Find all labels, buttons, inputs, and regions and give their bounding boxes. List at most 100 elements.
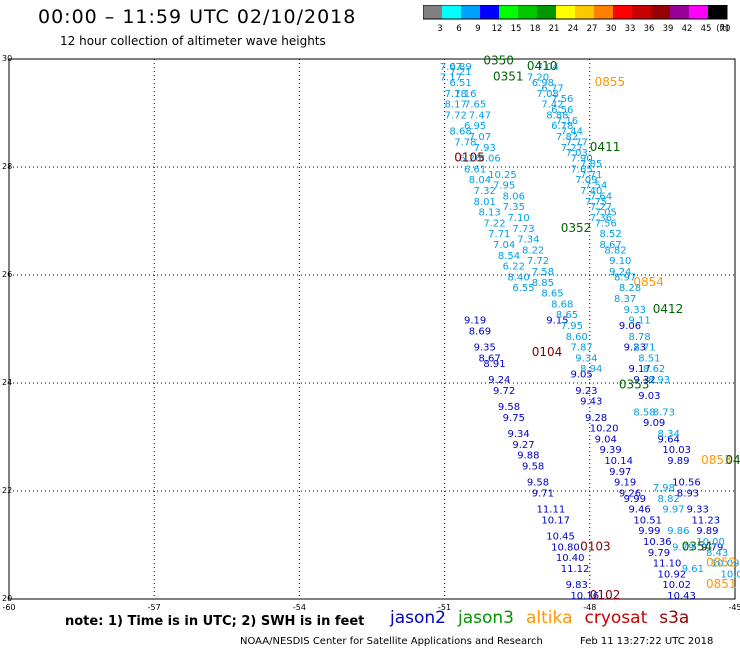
color-bar-label: 3 bbox=[437, 24, 442, 34]
jason2-wave-height: 9.28 bbox=[585, 413, 607, 424]
jason3-wave-height: 9.11 bbox=[629, 316, 651, 327]
jason3-wave-height: 8.65 bbox=[541, 289, 563, 300]
jason2-wave-height: 9.58 bbox=[527, 478, 549, 489]
jason3-wave-height: 6.77 bbox=[541, 83, 563, 94]
jason2-wave-height: 11.10 bbox=[653, 559, 682, 570]
jason2-wave-height: 9.04 bbox=[595, 434, 617, 445]
jason2-wave-height: 10.40 bbox=[556, 553, 585, 564]
jason3-wave-height: 9.24 bbox=[609, 267, 631, 278]
jason2-wave-height: 9.79 bbox=[701, 542, 723, 553]
jason2-wave-height: 11.12 bbox=[561, 564, 590, 575]
jason2-wave-height: 10.51 bbox=[633, 515, 662, 526]
jason2-wave-height: 9.19 bbox=[614, 478, 636, 489]
color-swatch-6 bbox=[537, 5, 556, 19]
jason3-wave-height: 6.78 bbox=[551, 121, 573, 132]
jason3-wave-height: 8.37 bbox=[614, 294, 636, 305]
legend-entry-jason3: jason3 bbox=[458, 608, 514, 628]
jason3-wave-height: 6.22 bbox=[503, 262, 525, 273]
jason3-wave-height: 8.62 bbox=[643, 364, 665, 375]
jason3-wave-height: 7.78 bbox=[454, 137, 476, 148]
jason3-wave-height: 9.34 bbox=[575, 353, 597, 364]
pass-time-label: 0352 bbox=[561, 221, 592, 235]
jason2-wave-height: 9.99 bbox=[624, 494, 646, 505]
wave-height-plot: -60 -57 -54 -51 -48 -452022242628309.198.699.… bbox=[2, 53, 740, 612]
color-bar-label: 9 bbox=[475, 24, 480, 34]
jason2-wave-height: 10.03 bbox=[662, 445, 691, 456]
footnote: note: 1) Time is in UTC; 2) SWH is in fe… bbox=[65, 614, 365, 629]
color-swatch-3 bbox=[480, 5, 499, 19]
color-bar-label: 15 bbox=[511, 24, 522, 34]
jason2-wave-height: 10.02 bbox=[662, 580, 691, 591]
jason2-wave-height: 11.11 bbox=[537, 505, 566, 516]
jason3-wave-height: 8.01 bbox=[474, 197, 496, 208]
color-swatch-0 bbox=[423, 5, 442, 19]
jason3-wave-height: 7.09 bbox=[575, 175, 597, 186]
color-swatch-10 bbox=[613, 5, 632, 19]
jason3-wave-height: 7.18 bbox=[445, 89, 467, 100]
jason3-wave-height: 7.93 bbox=[474, 143, 496, 154]
jason3-wave-height: 6.61 bbox=[464, 164, 486, 175]
jason3-wave-height: 8.85 bbox=[532, 278, 554, 289]
jason2-wave-height: 9.72 bbox=[493, 386, 515, 397]
jason2-wave-height: 9.88 bbox=[517, 451, 539, 462]
chart-title: 00:00 – 11:59 UTC 02/10/2018 bbox=[38, 6, 357, 28]
color-swatch-9 bbox=[594, 5, 613, 19]
jason2-wave-height: 9.15 bbox=[546, 316, 568, 327]
jason2-wave-height: 9.19 bbox=[464, 316, 486, 327]
jason3-wave-height: 8.71 bbox=[633, 343, 655, 354]
jason3-wave-height: 7.58 bbox=[532, 267, 554, 278]
jason2-wave-height: 9.71 bbox=[532, 488, 554, 499]
legend-entry-jason2: jason2 bbox=[390, 608, 446, 628]
color-swatch-13 bbox=[670, 5, 689, 19]
color-bar-label: 36 bbox=[644, 24, 655, 34]
jason3-wave-height: 7.71 bbox=[580, 170, 602, 181]
pass-time-label: 0350 bbox=[483, 53, 514, 67]
x-tick-label: -57 bbox=[148, 603, 161, 612]
color-swatch-1 bbox=[442, 5, 461, 19]
jason3-wave-height: 8.88 bbox=[546, 110, 568, 121]
jason3-wave-height: 10.25 bbox=[488, 170, 517, 181]
jason2-wave-height: 9.23 bbox=[624, 343, 646, 354]
y-tick-label: 26 bbox=[2, 270, 12, 279]
color-swatch-2 bbox=[461, 5, 480, 19]
jason3-wave-height: 7.42 bbox=[541, 100, 563, 111]
jason3-wave-height: 7.65 bbox=[570, 164, 592, 175]
jason3-wave-height: 8.52 bbox=[599, 229, 621, 240]
jason3-wave-height: 6.98 bbox=[532, 78, 554, 89]
jason2-wave-height: 9.83 bbox=[566, 580, 588, 591]
y-tick-label: 20 bbox=[2, 594, 12, 603]
jason3-wave-height: 10.09 bbox=[711, 559, 740, 570]
jason3-wave-height: 6.89 bbox=[449, 62, 471, 73]
jason3-wave-height: 8.82 bbox=[604, 245, 626, 256]
jason3-wave-height: 8.34 bbox=[658, 429, 680, 440]
footer-credit: NOAA/NESDIS Center for Satellite Applica… bbox=[240, 636, 543, 647]
jason3-wave-height: 6.95 bbox=[464, 121, 486, 132]
color-bar-label: 6 bbox=[456, 24, 461, 34]
jason3-wave-height: 7.04 bbox=[493, 240, 515, 251]
jason3-wave-height: 8.40 bbox=[508, 272, 530, 283]
pass-time-label: 0854 bbox=[633, 275, 664, 289]
jason3-wave-height: 8.60 bbox=[566, 332, 588, 343]
chart-subtitle: 12 hour collection of altimeter wave hei… bbox=[60, 34, 326, 48]
jason3-wave-height: 9.10 bbox=[609, 256, 631, 267]
jason3-wave-height: 7.56 bbox=[551, 94, 573, 105]
jason3-wave-height: 6.26 bbox=[459, 154, 481, 165]
jason3-wave-height: 7.10 bbox=[508, 213, 530, 224]
jason3-wave-height: 8.68 bbox=[551, 299, 573, 310]
jason3-wave-height: 7.65 bbox=[464, 100, 486, 111]
x-tick-label: -51 bbox=[438, 603, 451, 612]
jason2-wave-height: 9.75 bbox=[503, 413, 525, 424]
color-bar-label: 70 bbox=[720, 24, 731, 34]
jason2-wave-height: 9.23 bbox=[575, 386, 597, 397]
jason3-wave-height: 7.16 bbox=[556, 116, 578, 127]
pass-time-label: 0105 bbox=[454, 151, 485, 165]
jason3-wave-height: 8.28 bbox=[619, 283, 641, 294]
jason3-wave-height: 7.85 bbox=[580, 159, 602, 170]
y-tick-label: 24 bbox=[2, 378, 12, 387]
color-swatch-14 bbox=[689, 5, 708, 19]
jason3-wave-height: 7.32 bbox=[474, 186, 496, 197]
jason3-wave-height: 7.71 bbox=[488, 229, 510, 240]
jason2-wave-height: 9.24 bbox=[488, 375, 510, 386]
x-tick-label: -54 bbox=[293, 603, 306, 612]
color-bar-label: 21 bbox=[549, 24, 560, 34]
